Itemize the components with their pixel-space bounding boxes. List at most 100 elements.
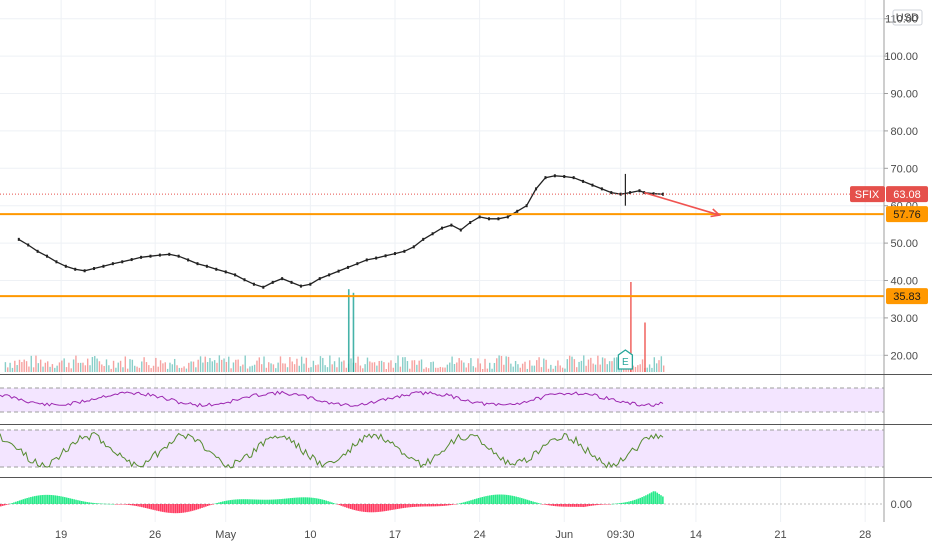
histogram-bar [411,504,414,508]
histogram-bar [274,499,277,504]
volume-bar [65,367,68,372]
time-tick-label: 28 [859,529,871,541]
volume-bar [364,364,366,372]
histogram-bar [605,504,608,505]
volume-bar [606,364,608,372]
volume-bar [486,368,489,372]
histogram-bar [114,504,117,505]
histogram-bar [75,499,77,504]
volume-bar [465,367,467,372]
volume-bar [521,363,524,372]
volume-bar [655,363,658,372]
histogram-bar [122,504,124,505]
histogram-bar [453,504,455,505]
volume-bar [272,364,275,372]
volume-bar [176,365,178,372]
volume-bar [547,368,550,372]
volume-bar [620,368,623,372]
histogram-bar [189,504,192,512]
volume-bar [479,363,482,372]
histogram-bar [541,504,544,505]
histogram-bar [272,499,275,504]
histogram-bar [363,504,365,512]
volume-bar [378,361,380,372]
price-point [356,262,359,266]
horizontal-levels [0,193,884,298]
volume-bar [7,367,9,372]
histogram-bar [500,494,502,504]
histogram-bar [425,504,427,507]
histogram-bar [159,504,162,512]
price-point [337,269,340,273]
histogram-bar [33,496,36,504]
histogram-bar [73,499,75,504]
volume-bar [651,367,653,372]
price-point [74,267,77,271]
last-price-tag-label: 63.08 [893,189,921,201]
histogram-bar [331,502,333,504]
volume-bar [138,367,141,372]
volume-bar [68,362,70,372]
volume-bar [646,367,648,372]
volume-bar [211,361,213,372]
price-point [196,262,199,266]
price-point [422,237,425,241]
histogram-bar [483,496,485,504]
currency-label[interactable]: USD [896,12,919,24]
volume-bar [72,359,75,372]
stoch-band [0,430,884,467]
histogram-bar [252,499,254,504]
volume-bar [32,367,35,372]
volume-bar [390,360,392,372]
histogram-bar [80,500,83,504]
price-point [544,176,547,180]
histogram-bar [112,503,115,505]
histogram-bar [447,504,450,506]
volume-bar [178,367,181,372]
histogram-bar [203,504,205,508]
histogram-bar [515,496,517,504]
time-tick-label: 14 [690,529,702,541]
histogram-bar [393,504,395,510]
volume-bar [446,364,449,372]
histogram-bar [490,495,493,504]
time-tick-label: Jun [555,529,573,541]
histogram-bar [118,504,121,505]
volume-bar [425,367,427,372]
histogram-bar [633,499,636,504]
histogram-bar [146,504,149,509]
volume-bar [131,359,134,372]
histogram-bar [573,504,576,507]
histogram-bar [517,497,519,504]
histogram-bar [590,504,593,506]
level-tag-label: 35.83 [893,291,921,303]
histogram-bar [174,504,177,514]
histogram-bar [22,499,25,504]
histogram-bar [611,503,613,505]
histogram-bar [507,495,510,504]
price-point [27,243,30,247]
histogram-bar [250,499,252,504]
histogram-bar [90,502,92,504]
histogram-bar [13,502,15,504]
price-point [262,285,265,289]
histogram-bar [607,504,610,505]
volume-bar [124,356,127,372]
histogram-bar [116,504,119,505]
histogram-bar [165,504,168,513]
volume-bar [566,359,569,372]
volume-bar [21,362,23,372]
histogram-bar [105,503,107,505]
volume-bar [540,367,543,372]
trend-arrow[interactable] [643,191,720,216]
price-point [187,258,190,262]
volume-bar [126,368,129,372]
volume-bar [611,361,613,372]
histogram-bar [180,504,183,513]
histogram-bar [470,500,472,504]
histogram-bar [35,495,38,504]
earnings-marker[interactable]: E [617,349,634,370]
price-point [412,245,415,249]
histogram-bar [647,494,649,504]
